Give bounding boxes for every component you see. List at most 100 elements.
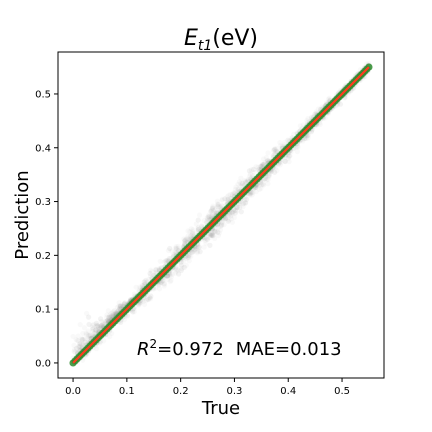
scatter-point (305, 132, 311, 138)
scatter-point (219, 222, 225, 228)
scatter-point (207, 234, 213, 241)
scatter-point (131, 291, 137, 297)
scatter-point (161, 281, 167, 287)
y-tick-label: 0.3 (35, 197, 51, 208)
scatter-point (189, 249, 196, 256)
scatter-point (225, 212, 231, 218)
scatter-point (80, 337, 86, 343)
scatter-point (118, 303, 124, 309)
x-tick-label: 0.2 (173, 386, 189, 397)
scatter-point (206, 214, 212, 220)
scatter-point (242, 177, 248, 184)
scatter-point (139, 282, 146, 289)
scatter-point (169, 248, 175, 254)
scatter-point (196, 212, 203, 218)
y-tick-label: 0.5 (35, 89, 51, 100)
scatter-point (260, 181, 267, 187)
scatter-point (188, 253, 194, 260)
scatter-point (294, 148, 300, 155)
scatter-point (237, 183, 243, 189)
scatter-point (210, 232, 216, 238)
scatter-point (95, 327, 101, 333)
scatter-point (263, 177, 270, 183)
scatter-point (189, 249, 196, 255)
scatter-point (251, 170, 257, 176)
scatter-point (71, 347, 78, 353)
scatter-point (212, 207, 218, 213)
scatter-point (167, 272, 173, 279)
scatter-point (295, 144, 301, 150)
scatter-point (243, 196, 250, 202)
scatter-point (87, 333, 93, 339)
scatter-point (178, 267, 184, 273)
scatter-point (147, 270, 153, 277)
scatter-point (243, 200, 249, 206)
scatter-point (106, 315, 112, 321)
scatter-point (219, 222, 225, 228)
scatter-point (207, 242, 213, 248)
scatter-point (210, 208, 217, 214)
scatter-point (223, 216, 229, 222)
scatter-point (172, 265, 179, 271)
scatter-point (76, 343, 82, 349)
scatter-point (184, 256, 190, 262)
scatter-point (219, 196, 225, 202)
x-axis: 0.0 0.1 0.2 0.3 0.4 0.5 (65, 378, 350, 397)
scatter-point (215, 232, 222, 239)
scatter-point (187, 235, 194, 241)
scatter-point (261, 182, 267, 188)
scatter-point (195, 227, 201, 233)
scatter-point (228, 216, 234, 222)
scatter-point (187, 229, 193, 235)
scatter-point (109, 313, 115, 319)
scatter-point (286, 153, 292, 159)
scatter-point (181, 264, 187, 270)
scatter-point (100, 323, 106, 329)
scatter-point (144, 296, 150, 302)
scatter-point (188, 233, 194, 239)
scatter-point (207, 242, 213, 248)
scatter-point (255, 164, 261, 170)
scatter-point (227, 213, 234, 219)
scatter-point (232, 207, 238, 213)
scatter-point (195, 227, 202, 233)
scatter-point (148, 267, 154, 273)
scatter-point (203, 240, 209, 246)
scatter-point (209, 232, 215, 238)
scatter-point (93, 327, 99, 333)
scatter-point (282, 158, 288, 165)
scatter-point (98, 323, 105, 330)
scatter-point (131, 309, 137, 315)
scatter-point (93, 346, 100, 352)
scatter-point (234, 204, 240, 211)
scatter-point (281, 139, 288, 145)
x-axis-label: True (201, 398, 240, 419)
scatter-point (147, 295, 153, 301)
scatter-point (130, 309, 136, 315)
scatter-point (143, 277, 149, 283)
scatter-point (182, 241, 188, 247)
scatter-point (249, 192, 255, 198)
scatter-point (285, 137, 291, 143)
scatter-point (258, 185, 264, 191)
scatter-point (94, 322, 100, 328)
scatter-point (202, 237, 208, 243)
scatter-point (325, 96, 332, 102)
x-tick-label: 0.5 (334, 386, 350, 397)
scatter-point (93, 327, 99, 333)
scatter-point (195, 217, 201, 223)
scatter-point (205, 216, 211, 222)
scatter-point (85, 328, 91, 334)
scatter-point (197, 249, 203, 255)
scatter-point (194, 248, 201, 255)
scatter-point (236, 179, 243, 185)
scatter-point (263, 175, 269, 181)
scatter-point (240, 201, 246, 207)
scatter-point (229, 209, 235, 215)
scatter-point (86, 321, 92, 328)
scatter-point (247, 192, 253, 198)
scatter-point (116, 303, 122, 309)
scatter-point (212, 229, 218, 235)
scatter-point (93, 327, 99, 333)
scatter-point (204, 215, 210, 221)
